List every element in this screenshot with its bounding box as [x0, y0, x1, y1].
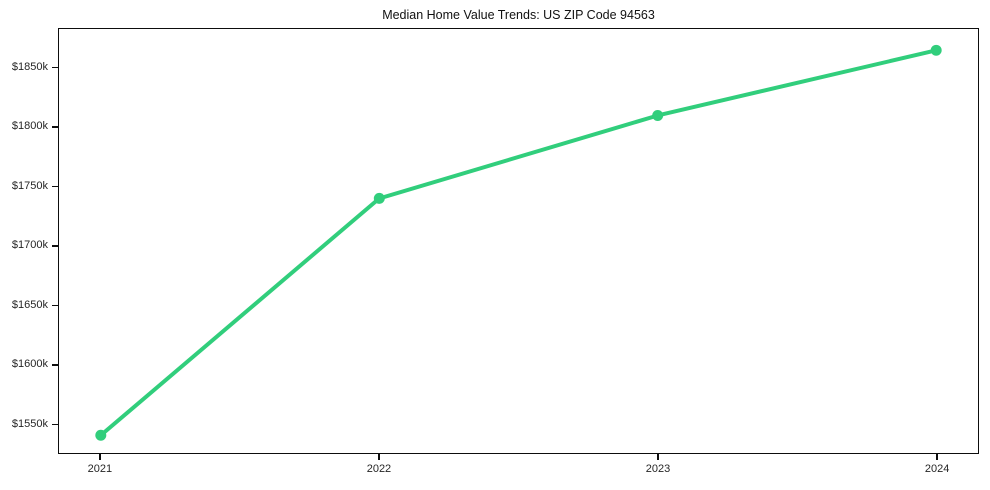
y-tick-mark	[52, 185, 58, 187]
y-tick-mark	[52, 304, 58, 306]
y-tick-mark	[52, 245, 58, 247]
x-tick-mark	[657, 454, 659, 460]
y-tick-mark	[52, 126, 58, 128]
line-chart-canvas	[95, 44, 942, 441]
x-tick-mark	[99, 454, 101, 460]
y-tick-label: $1800k	[11, 120, 48, 133]
y-tick-label: $1650k	[11, 298, 48, 311]
plot-area	[58, 28, 979, 454]
data-point-2022	[373, 192, 385, 204]
x-tick-label: 2024	[924, 463, 950, 475]
data-point-2021	[95, 429, 107, 441]
data-point-2024	[930, 44, 942, 56]
chart-title: Median Home Value Trends: US ZIP Code 94…	[382, 8, 655, 22]
x-tick-mark	[936, 454, 938, 460]
y-tick-label: $1750k	[11, 179, 48, 192]
x-tick-label: 2023	[645, 463, 671, 475]
y-tick-mark	[52, 423, 58, 425]
x-tick-label: 2021	[87, 463, 113, 475]
data-point-2023	[652, 110, 664, 121]
y-tick-label: $1850k	[11, 60, 48, 73]
y-tick-label: $1550k	[11, 417, 48, 430]
y-tick-label: $1700k	[11, 239, 48, 252]
x-tick-mark	[378, 454, 380, 460]
trend-line	[98, 48, 939, 438]
y-tick-mark	[52, 364, 58, 366]
y-tick-label: $1600k	[11, 358, 48, 371]
y-tick-mark	[52, 66, 58, 69]
x-tick-label: 2022	[366, 463, 392, 475]
